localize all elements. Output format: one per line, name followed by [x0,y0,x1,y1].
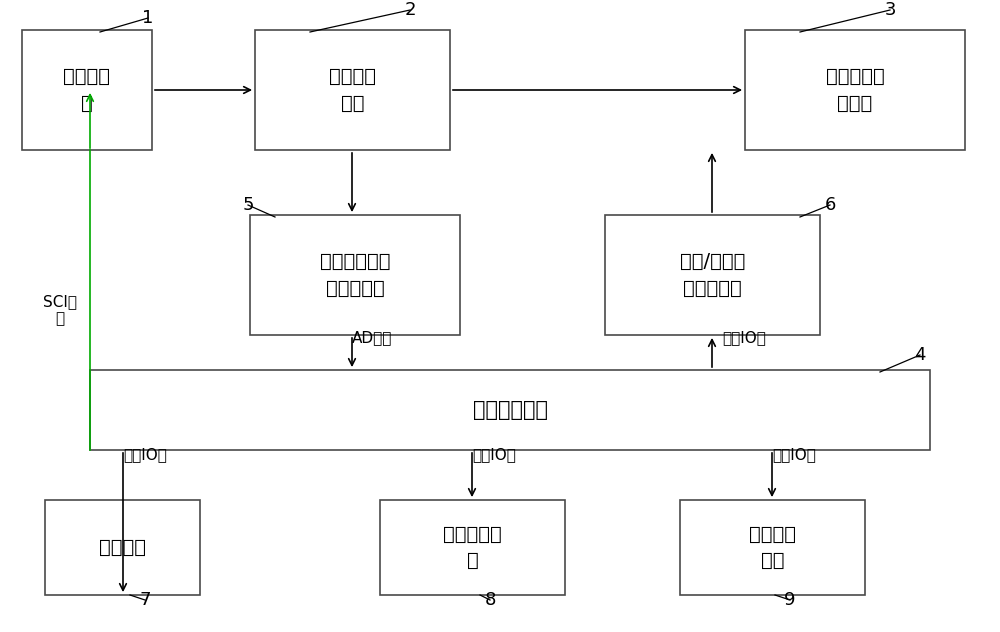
Text: 声光报警
电路: 声光报警 电路 [749,525,796,570]
Text: 短路/过流模
拟控制电路: 短路/过流模 拟控制电路 [680,252,745,298]
Bar [250,215,460,335]
Text: SCI通
信: SCI通 信 [43,294,77,326]
Bar [45,500,200,595]
Bar [680,500,865,595]
Text: 2: 2 [404,1,416,19]
Bar [605,215,820,335]
Text: 7: 7 [139,591,151,609]
Text: AD采集: AD采集 [352,330,392,345]
Text: 普通IO口: 普通IO口 [123,447,167,462]
Text: 1: 1 [142,9,154,27]
Bar [22,30,152,150]
Bar [90,370,930,450]
Text: 高压钠灯及
触发器: 高压钠灯及 触发器 [826,67,884,112]
Text: 4: 4 [914,346,926,364]
Text: 待老化镇
流器: 待老化镇 流器 [329,67,376,112]
Text: 普通IO口: 普通IO口 [722,330,766,345]
Text: 6: 6 [824,196,836,214]
Text: 液晶显示电
路: 液晶显示电 路 [443,525,502,570]
Text: 数控调压
器: 数控调压 器 [64,67,110,112]
Text: 5: 5 [242,196,254,214]
Text: 普通IO口: 普通IO口 [772,447,816,462]
Bar [380,500,565,595]
Text: 8: 8 [484,591,496,609]
Text: 3: 3 [884,1,896,19]
Text: 普通IO口: 普通IO口 [472,447,516,462]
Text: 输出电流采样
及整形电路: 输出电流采样 及整形电路 [320,252,390,298]
Text: 9: 9 [784,591,796,609]
Bar [255,30,450,150]
Text: 单片机控制器: 单片机控制器 [473,400,548,420]
Bar [745,30,965,150]
Text: 设置按键: 设置按键 [99,538,146,557]
